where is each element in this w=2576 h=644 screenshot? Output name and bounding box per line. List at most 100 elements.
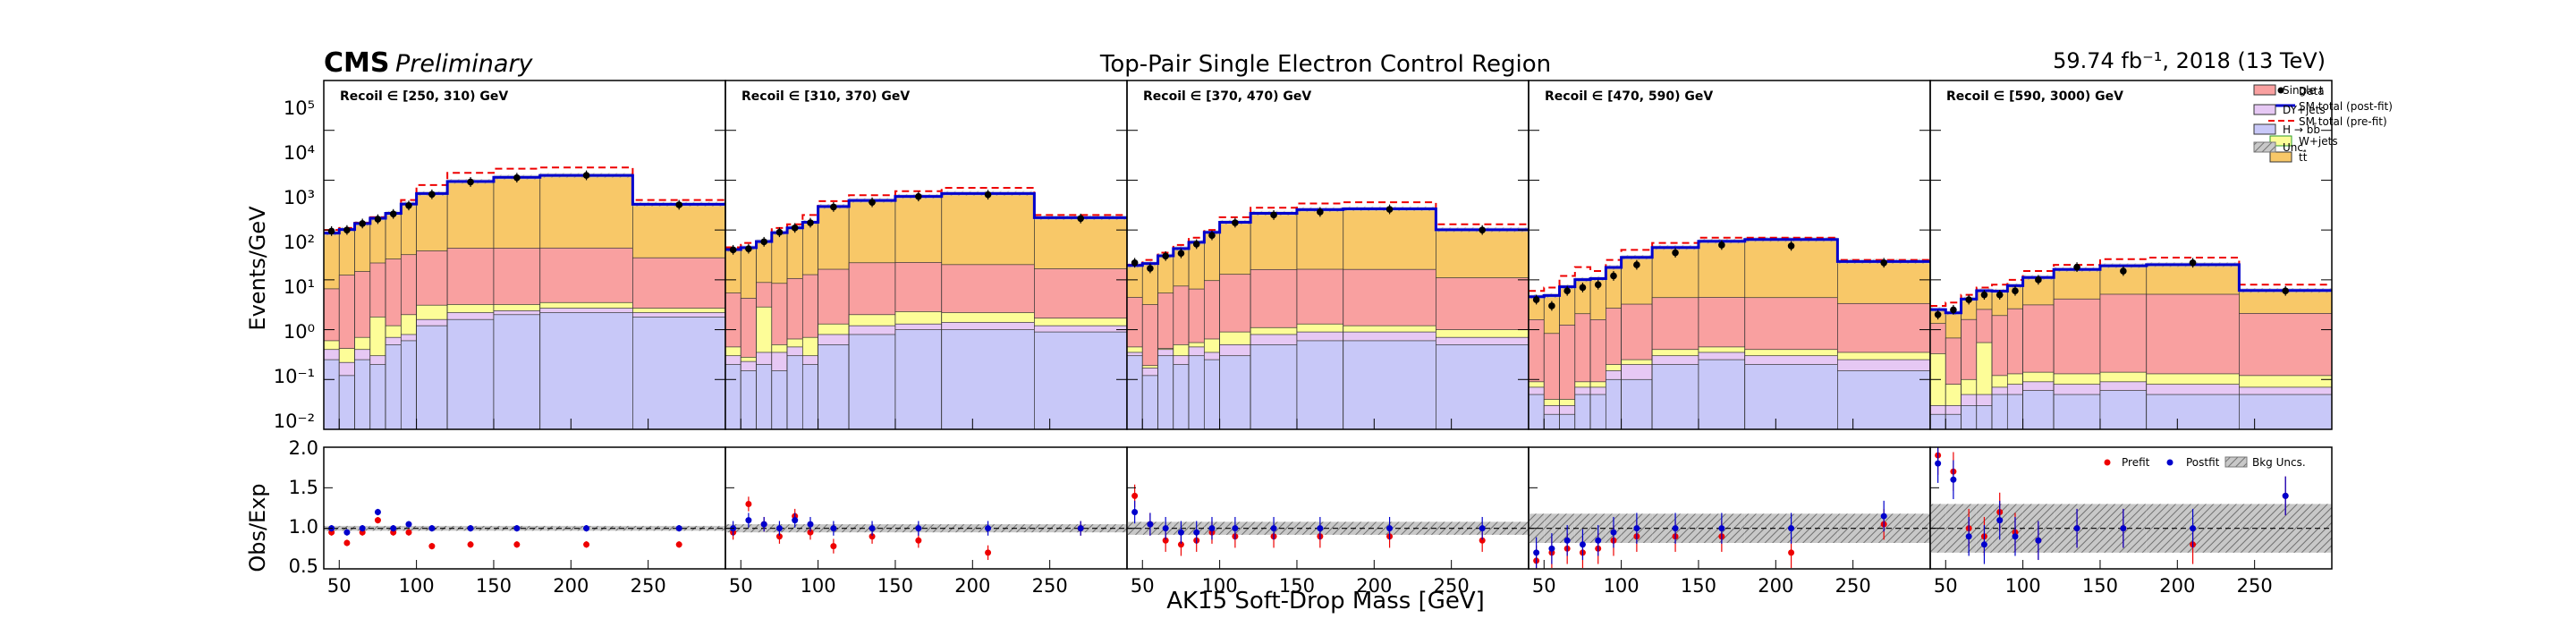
legend-ttbar: tt̄ xyxy=(2299,151,2308,164)
hbb-bar xyxy=(400,340,417,429)
hbb-bar xyxy=(1034,331,1127,429)
x-tick-label: 200 xyxy=(553,575,589,597)
ratio-postfit-point xyxy=(807,521,814,528)
data-point xyxy=(1232,219,1239,226)
hbb-bar xyxy=(1529,394,1545,429)
legend-ttbar-swatch xyxy=(2269,151,2292,163)
data-point xyxy=(1594,281,1602,289)
legend-post: SM total (post-fit) xyxy=(2299,100,2393,113)
hbb-bar xyxy=(756,364,773,429)
hbb-bar xyxy=(493,314,541,429)
data-point xyxy=(1479,226,1486,233)
data-point xyxy=(1980,291,1988,299)
panel-stack-group xyxy=(1529,236,1930,429)
y-tick-label: 10³ xyxy=(284,187,315,208)
x-tick-label: 200 xyxy=(1356,575,1392,597)
ratio-prefit-point xyxy=(745,500,752,507)
ratio-legend-prefit-marker xyxy=(2104,459,2111,466)
ratio-frame xyxy=(1126,446,1530,570)
x-tick-label: 250 xyxy=(1835,575,1871,597)
hbb-bar xyxy=(2099,390,2148,429)
data-point xyxy=(467,178,474,186)
ratio-postfit-point xyxy=(792,517,799,524)
ratio-postfit-point xyxy=(915,525,922,532)
x-tick-label: 100 xyxy=(1202,575,1238,597)
hbb-bar xyxy=(801,364,818,429)
data-point xyxy=(830,203,837,211)
data-point xyxy=(2035,276,2042,284)
hbb-bar xyxy=(1698,359,1746,429)
ratio-tick-label: 1.5 xyxy=(289,477,318,498)
panel-label: Recoil ∈ [250, 310) GeV xyxy=(340,89,508,104)
hbb-bar xyxy=(1157,355,1174,429)
x-tick-label: 50 xyxy=(327,575,352,597)
hbb-bar xyxy=(725,364,741,429)
ratio-postfit-point xyxy=(1563,537,1571,544)
ratio-prefit-point xyxy=(915,537,922,544)
hbb-bar xyxy=(2022,390,2055,429)
ratio-group xyxy=(324,508,725,550)
data-point xyxy=(729,246,737,254)
ratio-prefit-point xyxy=(583,541,590,548)
data-point xyxy=(1162,252,1169,260)
top-frame xyxy=(1929,80,2333,430)
ratio-prefit-point xyxy=(467,541,474,548)
x-tick-label: 50 xyxy=(1934,575,1958,597)
ratio-postfit-point xyxy=(405,521,412,528)
data-point xyxy=(675,201,682,208)
ratio-postfit-point xyxy=(2012,533,2019,540)
ratio-postfit-point xyxy=(1479,525,1486,532)
hbb-bar xyxy=(416,325,448,429)
ratio-postfit-point xyxy=(675,525,682,532)
legend-unc-swatch xyxy=(2253,141,2276,153)
ratio-prefit-point xyxy=(830,543,837,550)
ratio-postfit-point xyxy=(359,525,366,532)
ratio-prefit-point xyxy=(343,539,351,547)
legend-pre: SM total (pre-fit) xyxy=(2299,115,2387,128)
ratio-postfit-point xyxy=(343,529,351,536)
hbb-bar xyxy=(1976,405,1993,429)
ratio-prefit-point xyxy=(1162,537,1169,544)
ratio-prefit-point xyxy=(869,533,876,540)
hbb-bar xyxy=(2146,394,2240,429)
data-point xyxy=(1385,206,1394,213)
y-tick-label: 10⁰ xyxy=(284,321,315,343)
ratio-postfit-point xyxy=(760,521,767,528)
ratio-frame xyxy=(724,446,1128,570)
hbb-bar xyxy=(632,316,725,429)
x-tick-label: 50 xyxy=(1532,575,1556,597)
panel-label: Recoil ∈ [370, 470) GeV xyxy=(1143,89,1311,104)
hbb-bar xyxy=(1203,359,1220,429)
data-point xyxy=(2282,287,2289,295)
legend-wjets-swatch xyxy=(2269,135,2292,147)
data-point xyxy=(1532,296,1540,303)
ratio-postfit-point xyxy=(2073,525,2080,532)
panel-label: Recoil ∈ [590, 3000) GeV xyxy=(1946,89,2123,104)
postfit-total-line xyxy=(1529,238,1930,299)
hbb-bar xyxy=(2006,394,2023,429)
data-point xyxy=(1270,211,1277,219)
y-tick-label: 10⁵ xyxy=(284,97,315,119)
panel-label: Recoil ∈ [310, 370) GeV xyxy=(741,89,910,104)
ratio-group xyxy=(1930,447,2332,564)
ratio-legend-bkg-swatch xyxy=(2224,456,2248,468)
data-point xyxy=(1880,258,1887,267)
ratio-postfit-point xyxy=(2190,525,2197,532)
ratio-frame xyxy=(323,446,726,570)
hbb-bar xyxy=(740,370,757,429)
hbb-bar xyxy=(1543,413,1560,429)
y-tick-label: 10⁻¹ xyxy=(274,366,315,387)
hbb-bar xyxy=(1589,394,1606,429)
ratio-group xyxy=(1127,484,1529,556)
data-point xyxy=(2073,263,2080,271)
ratio-postfit-point xyxy=(1162,525,1169,532)
data-point xyxy=(1718,242,1725,249)
ratio-postfit-point xyxy=(1880,513,1887,520)
x-tick-label: 150 xyxy=(877,575,913,597)
ratio-prefit-point xyxy=(985,549,992,556)
ratio-postfit-point xyxy=(1996,517,2004,524)
ratio-prefit-point xyxy=(675,541,682,548)
data-point xyxy=(1131,258,1139,267)
ratio-postfit-point xyxy=(869,525,876,532)
legend-hbb-swatch xyxy=(2253,123,2276,135)
